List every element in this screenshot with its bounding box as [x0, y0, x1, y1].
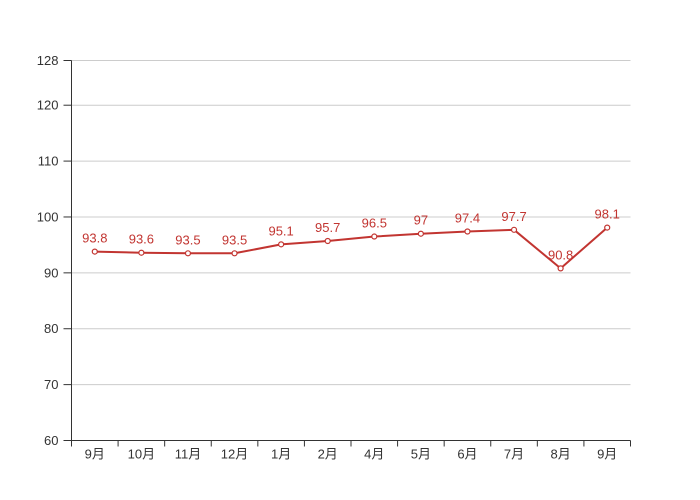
- x-tick-label: 6月: [457, 447, 477, 462]
- data-point-label: 97.7: [501, 209, 526, 224]
- x-tick-label: 8月: [551, 447, 571, 462]
- x-tick-label: 10月: [128, 447, 155, 462]
- y-tick-label: 110: [38, 154, 59, 169]
- x-tick-label: 5月: [411, 447, 431, 462]
- data-point[interactable]: [138, 249, 145, 256]
- x-tick-label: 2月: [318, 447, 338, 462]
- data-point[interactable]: [464, 228, 471, 235]
- data-point[interactable]: [604, 224, 611, 231]
- data-point-label: 97: [414, 213, 428, 228]
- data-point-label: 93.6: [129, 232, 154, 247]
- data-point-label: 98.1: [595, 207, 620, 222]
- data-point[interactable]: [91, 248, 98, 255]
- y-tick-label: 100: [37, 209, 59, 224]
- data-point[interactable]: [324, 237, 331, 245]
- y-tick-label: 60: [44, 433, 58, 448]
- data-point-label: 93.5: [175, 232, 200, 247]
- data-point[interactable]: [557, 265, 564, 272]
- data-point-label: 95.1: [268, 223, 293, 238]
- y-tick-label: 90: [44, 265, 58, 280]
- y-tick-label: 120: [37, 98, 59, 113]
- data-point[interactable]: [278, 241, 285, 248]
- data-point-label: 95.7: [315, 220, 340, 235]
- x-tick-label: 9月: [85, 447, 105, 462]
- data-point-label: 97.4: [455, 211, 480, 226]
- data-point-label: 96.5: [362, 216, 387, 231]
- y-tick-label: 70: [44, 377, 58, 392]
- x-tick-label: 9月: [597, 447, 617, 462]
- x-tick-label: 12月: [221, 447, 248, 462]
- data-point[interactable]: [510, 226, 518, 233]
- x-tick-label: 1月: [271, 447, 291, 462]
- y-tick-label: 128: [37, 53, 59, 68]
- data-point[interactable]: [417, 230, 424, 237]
- y-tick-label: 80: [44, 321, 58, 336]
- x-tick-label: 4月: [364, 447, 384, 462]
- series-line: [93, 226, 609, 270]
- data-point[interactable]: [231, 250, 238, 257]
- x-tick-label: 7月: [504, 447, 524, 462]
- data-point-label: 90.8: [548, 247, 573, 262]
- data-point[interactable]: [371, 233, 378, 240]
- x-tick-label: 11月: [175, 447, 202, 462]
- data-point-label: 93.8: [82, 231, 107, 246]
- data-point-label: 93.5: [222, 232, 247, 247]
- data-point[interactable]: [184, 250, 192, 257]
